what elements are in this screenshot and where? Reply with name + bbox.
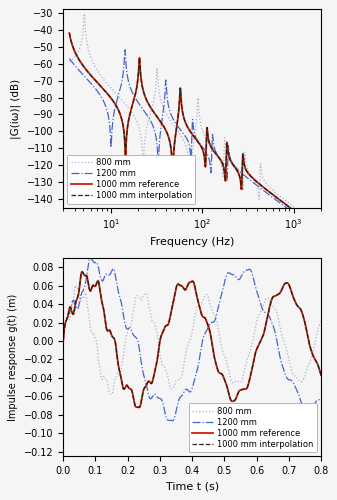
1000 mm reference bbox=[106, 328, 110, 334]
1200 mm bbox=[286, 376, 290, 382]
800 mm bbox=[91, 329, 95, 335]
1200 mm bbox=[314, 398, 318, 404]
1200 mm bbox=[314, 227, 318, 233]
1000 mm reference bbox=[286, 281, 290, 287]
1200 mm bbox=[89, 255, 93, 261]
X-axis label: Frequency (Hz): Frequency (Hz) bbox=[150, 237, 234, 247]
1000 mm interpolation bbox=[164, 128, 168, 134]
1000 mm interpolation bbox=[111, 98, 115, 104]
800 mm bbox=[96, 68, 100, 74]
800 mm bbox=[73, 282, 78, 288]
800 mm bbox=[110, 391, 114, 397]
1000 mm reference bbox=[111, 98, 115, 104]
1000 mm interpolation bbox=[91, 282, 95, 288]
Line: 800 mm: 800 mm bbox=[63, 286, 321, 394]
1000 mm reference bbox=[175, 124, 179, 130]
1000 mm interpolation bbox=[106, 328, 110, 334]
1000 mm interpolation bbox=[314, 224, 318, 230]
1200 mm bbox=[172, 417, 176, 423]
800 mm bbox=[314, 334, 318, 340]
1000 mm reference bbox=[96, 80, 100, 86]
1000 mm reference bbox=[164, 128, 168, 134]
Line: 1000 mm interpolation: 1000 mm interpolation bbox=[69, 33, 321, 231]
1000 mm reference bbox=[67, 30, 71, 36]
1200 mm bbox=[319, 396, 323, 402]
1000 mm reference bbox=[137, 404, 141, 410]
800 mm bbox=[175, 126, 179, 132]
X-axis label: Time t (s): Time t (s) bbox=[165, 482, 219, 492]
800 mm bbox=[67, 58, 71, 64]
1000 mm interpolation bbox=[172, 298, 176, 304]
Line: 1200 mm: 1200 mm bbox=[69, 50, 321, 234]
800 mm bbox=[314, 221, 318, 227]
1000 mm reference bbox=[160, 330, 164, 336]
800 mm bbox=[111, 88, 115, 94]
1200 mm bbox=[61, 338, 65, 344]
1000 mm interpolation bbox=[314, 358, 318, 364]
Line: 1200 mm: 1200 mm bbox=[63, 258, 321, 421]
1200 mm bbox=[160, 398, 164, 404]
1000 mm reference bbox=[314, 358, 318, 364]
1000 mm reference bbox=[172, 298, 176, 304]
1200 mm bbox=[96, 89, 100, 95]
1200 mm bbox=[123, 47, 127, 53]
800 mm bbox=[106, 383, 110, 389]
1000 mm reference bbox=[61, 338, 65, 344]
Y-axis label: |G(iω)| (dB): |G(iω)| (dB) bbox=[11, 78, 21, 138]
Line: 1000 mm interpolation: 1000 mm interpolation bbox=[63, 272, 321, 407]
1200 mm bbox=[287, 206, 291, 212]
Line: 800 mm: 800 mm bbox=[69, 14, 321, 228]
1000 mm interpolation bbox=[286, 281, 290, 287]
1200 mm bbox=[175, 122, 179, 128]
1000 mm interpolation bbox=[319, 372, 323, 378]
1200 mm bbox=[91, 258, 95, 264]
1000 mm interpolation bbox=[319, 228, 323, 234]
1000 mm reference bbox=[319, 228, 323, 234]
1000 mm reference bbox=[287, 204, 291, 210]
1200 mm bbox=[164, 78, 168, 84]
1200 mm bbox=[171, 418, 175, 424]
1200 mm bbox=[111, 116, 115, 122]
1000 mm interpolation bbox=[80, 269, 84, 275]
800 mm bbox=[319, 224, 323, 230]
Legend: 800 mm, 1200 mm, 1000 mm reference, 1000 mm interpolation: 800 mm, 1200 mm, 1000 mm reference, 1000… bbox=[189, 404, 317, 452]
800 mm bbox=[287, 200, 291, 206]
Y-axis label: Impulse response g(t) (m): Impulse response g(t) (m) bbox=[8, 294, 18, 421]
800 mm bbox=[172, 385, 176, 391]
1200 mm bbox=[319, 230, 323, 236]
1000 mm interpolation bbox=[287, 204, 291, 210]
1200 mm bbox=[106, 272, 110, 278]
800 mm bbox=[164, 110, 168, 116]
1000 mm reference bbox=[319, 372, 323, 378]
1000 mm reference bbox=[80, 269, 84, 275]
Line: 1000 mm reference: 1000 mm reference bbox=[69, 33, 321, 231]
1000 mm interpolation bbox=[61, 338, 65, 344]
1000 mm interpolation bbox=[96, 80, 100, 86]
1000 mm interpolation bbox=[137, 404, 141, 410]
800 mm bbox=[160, 362, 164, 368]
800 mm bbox=[319, 318, 323, 324]
1000 mm interpolation bbox=[160, 330, 164, 336]
800 mm bbox=[286, 354, 290, 360]
1200 mm bbox=[67, 56, 71, 62]
800 mm bbox=[61, 338, 65, 344]
1000 mm interpolation bbox=[175, 124, 179, 130]
1000 mm reference bbox=[314, 224, 318, 230]
800 mm bbox=[82, 10, 86, 16]
1000 mm reference bbox=[91, 282, 95, 288]
1000 mm interpolation bbox=[67, 30, 71, 36]
Line: 1000 mm reference: 1000 mm reference bbox=[63, 272, 321, 407]
Legend: 800 mm, 1200 mm, 1000 mm reference, 1000 mm interpolation: 800 mm, 1200 mm, 1000 mm reference, 1000… bbox=[67, 154, 195, 204]
